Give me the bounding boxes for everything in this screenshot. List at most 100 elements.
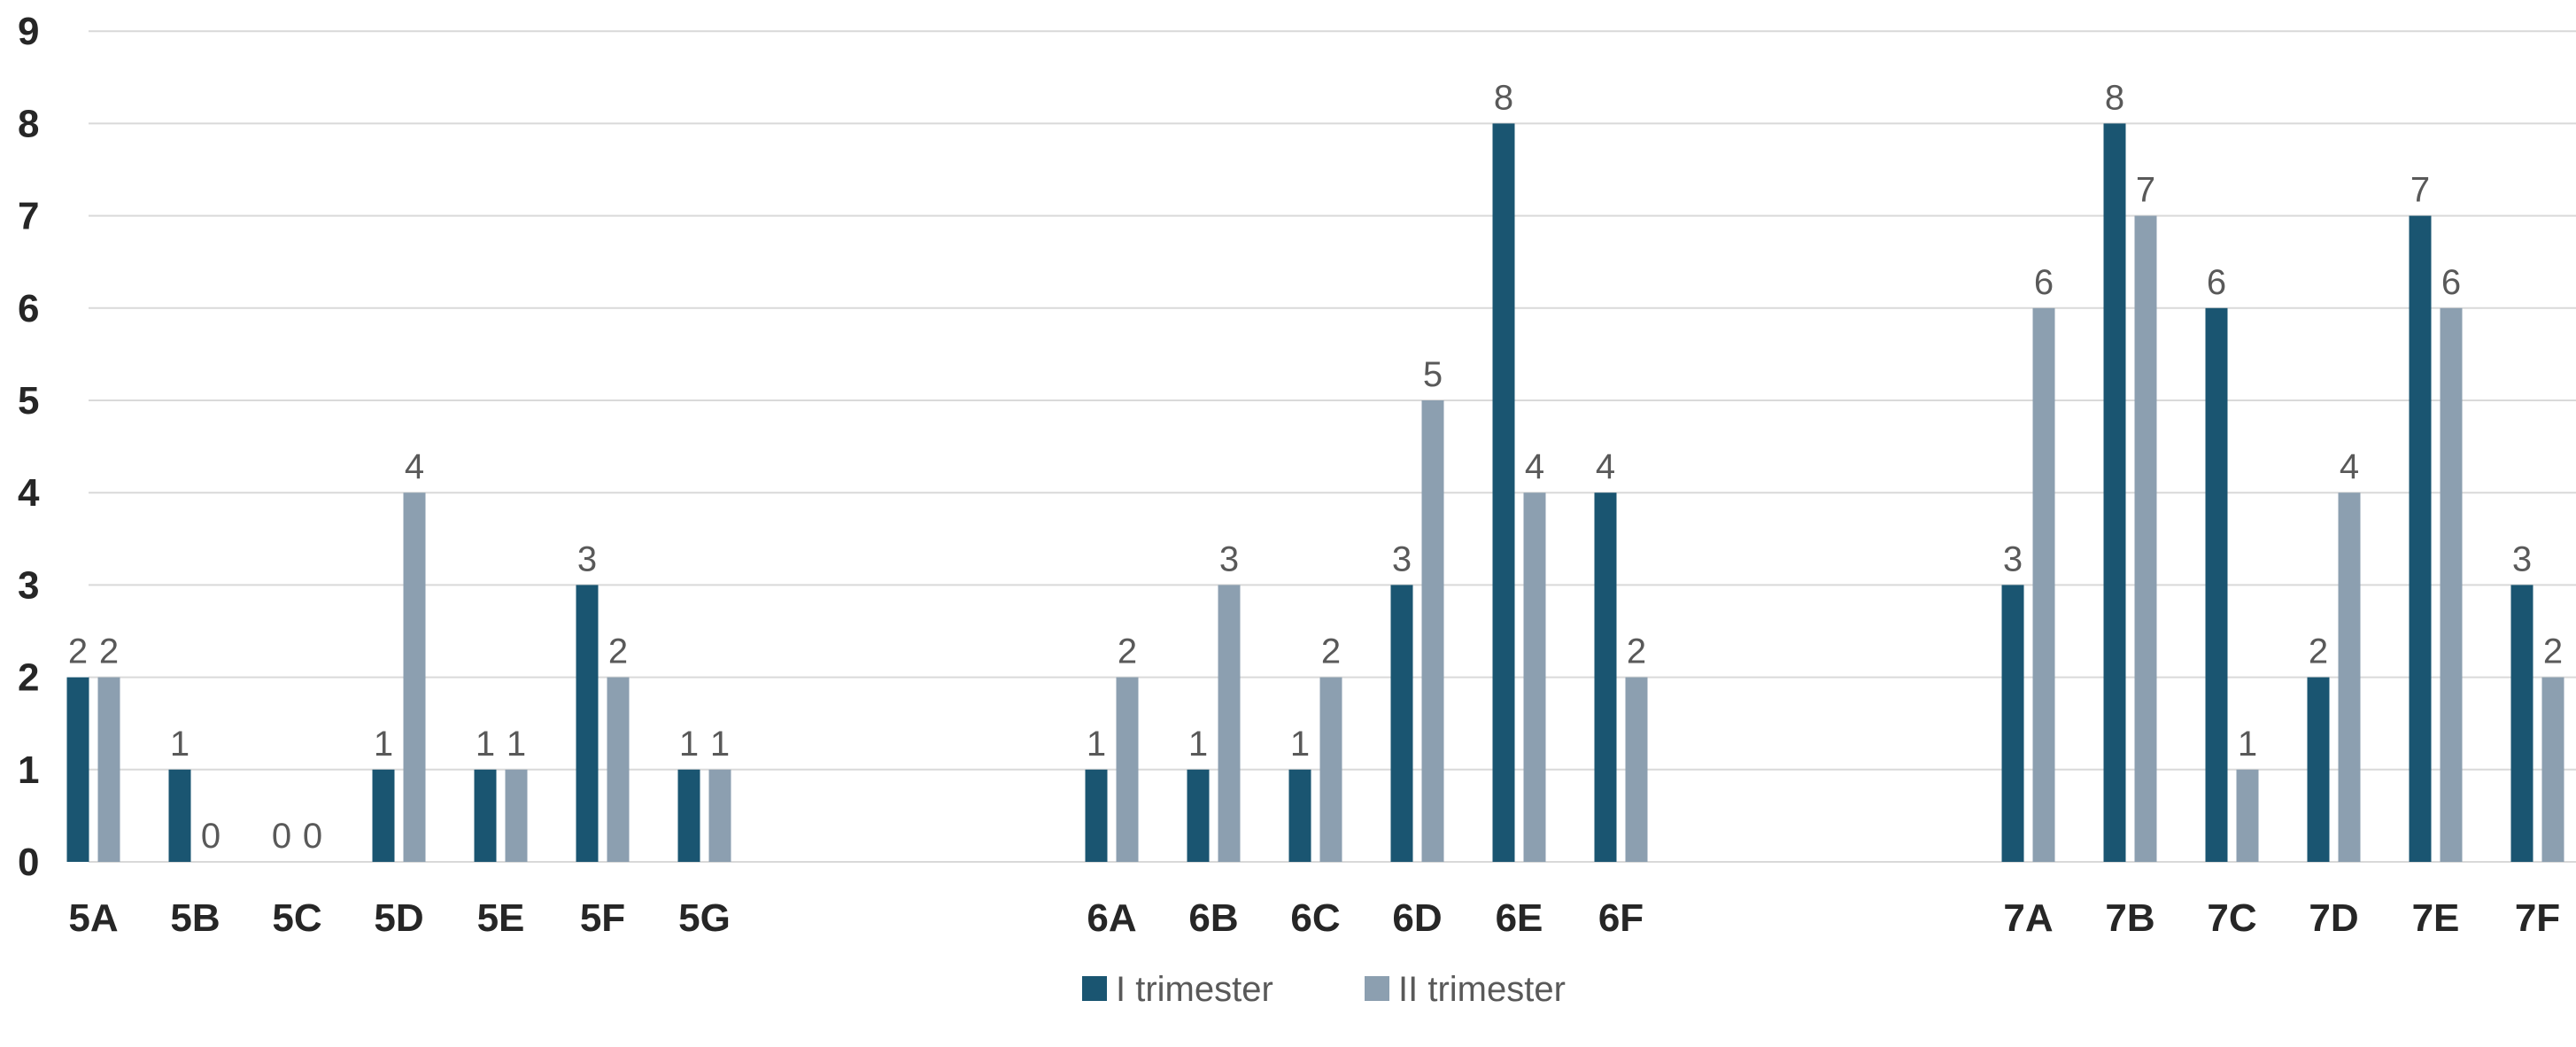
data-label: 1 <box>170 725 190 764</box>
data-label: 1 <box>476 725 495 764</box>
bar <box>2510 585 2533 862</box>
data-label: 2 <box>1627 632 1646 671</box>
bar <box>505 769 528 862</box>
bar <box>2541 677 2564 862</box>
data-label: 1 <box>374 725 393 764</box>
data-label: 2 <box>99 632 119 671</box>
bar <box>2409 215 2432 863</box>
data-label: 1 <box>2238 725 2257 764</box>
data-label: 3 <box>577 539 597 578</box>
x-category-label: 5B <box>170 896 220 940</box>
data-label: 3 <box>2003 539 2023 578</box>
x-category-label: 7E <box>2412 896 2460 940</box>
bar <box>1390 585 1413 862</box>
legend-label: I trimester <box>1116 970 1273 1009</box>
y-axis-tick-labels: 0 1 2 3 4 5 6 7 8 9 <box>18 10 40 884</box>
bar <box>2338 492 2361 862</box>
bar <box>2032 307 2055 862</box>
data-label: 4 <box>1525 447 1544 486</box>
bar <box>708 769 731 862</box>
bar <box>2307 677 2330 862</box>
bar <box>1116 677 1139 862</box>
data-label: 4 <box>2340 447 2359 486</box>
y-tick-label: 5 <box>18 379 39 423</box>
x-category-label: 5D <box>374 896 423 940</box>
y-tick-label: 2 <box>18 656 39 700</box>
x-category-label: 6D <box>1392 896 1442 940</box>
data-label: 5 <box>1423 355 1443 394</box>
data-label: 0 <box>201 817 220 856</box>
data-label: 6 <box>2207 263 2226 302</box>
bar <box>474 769 497 862</box>
data-label: 3 <box>1219 539 1239 578</box>
data-label: 8 <box>2105 78 2124 117</box>
x-category-label: 6A <box>1087 896 1136 940</box>
y-tick-label: 7 <box>18 195 39 238</box>
x-category-label: 7F <box>2515 896 2560 940</box>
data-label: 1 <box>1188 725 1208 764</box>
bar <box>1421 400 1444 862</box>
bar <box>576 585 599 862</box>
bar <box>677 769 700 862</box>
y-tick-label: 6 <box>18 287 39 330</box>
data-label: 2 <box>608 632 628 671</box>
legend-swatch <box>1365 976 1389 1001</box>
data-label: 8 <box>1494 78 1513 117</box>
x-category-label: 5C <box>272 896 321 940</box>
data-label: 0 <box>272 817 291 856</box>
x-category-label: 5G <box>678 896 731 940</box>
x-category-label: 7A <box>2003 896 2053 940</box>
y-tick-label: 4 <box>18 471 40 515</box>
data-label: 4 <box>1596 447 1615 486</box>
bar <box>2134 215 2157 863</box>
x-category-label: 5F <box>580 896 625 940</box>
data-label: 1 <box>507 725 526 764</box>
bar <box>1523 492 1546 862</box>
y-tick-label: 0 <box>18 841 39 884</box>
bar <box>1319 677 1342 862</box>
data-label: 2 <box>1321 632 1341 671</box>
data-label: 7 <box>2136 171 2155 210</box>
data-label: 6 <box>2441 263 2461 302</box>
bar <box>97 677 120 862</box>
data-label: 1 <box>710 725 730 764</box>
data-label: 2 <box>68 632 88 671</box>
bar <box>1218 585 1241 862</box>
legend-label: II trimester <box>1398 970 1566 1009</box>
data-label: 2 <box>2543 632 2563 671</box>
x-category-label: 5A <box>68 896 118 940</box>
x-category-label: 6E <box>1496 896 1543 940</box>
data-label: 4 <box>405 447 424 486</box>
data-label: 3 <box>2512 539 2532 578</box>
bar <box>66 677 89 862</box>
bar <box>1492 123 1515 862</box>
bar <box>2001 585 2024 862</box>
y-tick-label: 1 <box>18 748 39 792</box>
data-label: 1 <box>679 725 699 764</box>
bar <box>1594 492 1617 862</box>
bar <box>2440 307 2463 862</box>
bar <box>2205 307 2228 862</box>
bar <box>372 769 395 862</box>
bar <box>168 769 191 862</box>
data-label: 7 <box>2410 171 2430 210</box>
x-category-label: 7C <box>2207 896 2256 940</box>
data-label: 2 <box>1118 632 1137 671</box>
data-label: 1 <box>1290 725 1310 764</box>
bar <box>1288 769 1311 862</box>
x-axis-category-labels: 5A 5B 5C 5D 5E 5F 5G 6A 6B 6C 6D 6E 6F 7A 7B 7C 7D 7E 7F <box>68 896 2560 940</box>
data-label: 1 <box>1087 725 1106 764</box>
x-category-label: 7B <box>2105 896 2154 940</box>
bar <box>1187 769 1210 862</box>
data-label: 6 <box>2034 263 2054 302</box>
legend: I trimester II trimester <box>1082 970 1566 1009</box>
bar <box>403 492 426 862</box>
bar <box>1085 769 1108 862</box>
x-category-label: 5E <box>477 896 525 940</box>
x-category-label: 6C <box>1290 896 1340 940</box>
data-label: 2 <box>2309 632 2328 671</box>
x-category-label: 6B <box>1188 896 1238 940</box>
gridlines <box>89 30 2576 863</box>
bar <box>2236 769 2259 862</box>
